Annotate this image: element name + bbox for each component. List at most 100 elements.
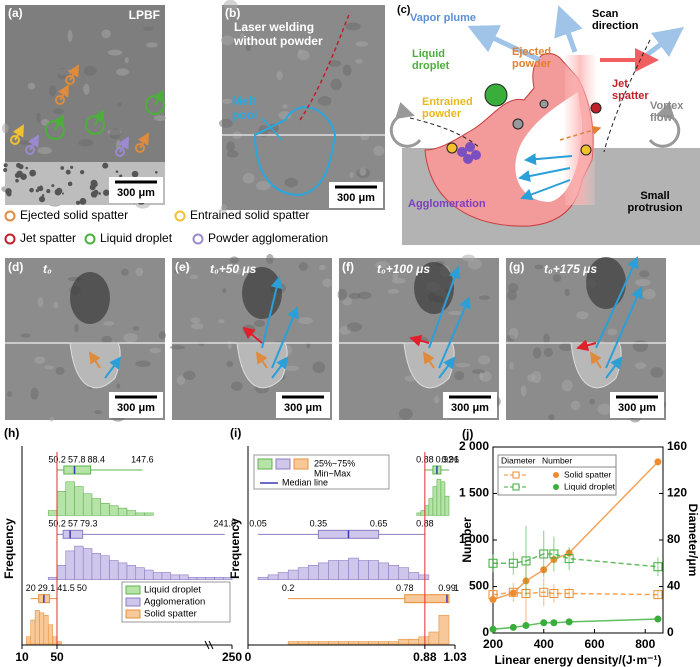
texture xyxy=(597,403,612,415)
texture xyxy=(650,367,664,378)
number-marker xyxy=(654,458,662,466)
texture xyxy=(226,141,236,152)
histogram-bar xyxy=(424,505,430,516)
arrow xyxy=(605,356,623,379)
texture xyxy=(143,26,154,31)
histogram-bar xyxy=(388,564,400,580)
arrow xyxy=(271,306,299,369)
box-label: 20 xyxy=(26,583,36,593)
texture xyxy=(632,340,649,353)
histogram-bar xyxy=(338,641,349,645)
texture xyxy=(223,0,238,11)
x-axis-label: Linear energy density/(J·m⁻¹) xyxy=(494,653,661,667)
texture xyxy=(190,317,201,324)
diameter-marker xyxy=(521,556,531,566)
powder xyxy=(131,170,139,178)
texture xyxy=(181,265,192,270)
texture xyxy=(221,98,233,104)
powder xyxy=(60,166,65,170)
box-label: 57.8 xyxy=(68,454,86,464)
powder xyxy=(3,163,8,168)
texture xyxy=(507,282,519,293)
box-label: 0.65 xyxy=(370,519,388,529)
texture xyxy=(74,323,79,333)
box-label: 0.05 xyxy=(249,519,267,529)
texture xyxy=(559,343,573,352)
texture xyxy=(153,114,167,122)
histogram-bar xyxy=(358,560,369,580)
texture xyxy=(357,291,372,300)
x-tick-label: 250 xyxy=(222,650,242,664)
texture xyxy=(359,167,367,177)
legend-label: Jet spatter xyxy=(20,231,76,245)
texture xyxy=(531,371,542,383)
powder xyxy=(29,187,34,193)
histogram-bar xyxy=(418,636,430,645)
histogram-bar xyxy=(416,512,422,516)
powder xyxy=(54,188,62,196)
texture xyxy=(392,273,399,280)
number-marker xyxy=(509,623,517,631)
histogram-bar xyxy=(161,572,172,580)
box-label: 0.96 xyxy=(441,454,459,464)
histogram-bar xyxy=(170,574,180,580)
histogram-bar xyxy=(428,498,434,516)
texture xyxy=(318,264,326,271)
melt-pool xyxy=(236,342,288,389)
texture xyxy=(355,41,369,47)
texture xyxy=(253,319,266,328)
histogram-bar xyxy=(65,481,75,516)
x-tick-label: 800 xyxy=(635,637,655,651)
powder xyxy=(67,181,73,187)
histogram-bar xyxy=(91,553,102,580)
texture xyxy=(34,356,46,364)
histogram-bar xyxy=(56,564,67,580)
entrained-particle xyxy=(446,142,458,154)
histogram-bar xyxy=(187,576,198,580)
texture xyxy=(398,408,413,420)
box xyxy=(63,465,92,475)
texture xyxy=(234,267,242,275)
diameter-marker xyxy=(508,558,518,568)
number-marker xyxy=(540,619,548,627)
box-label: 241.8 xyxy=(213,519,236,529)
texture xyxy=(18,140,34,145)
texture xyxy=(349,171,354,178)
arrow xyxy=(27,134,39,151)
panel-label: (j) xyxy=(462,427,473,441)
texture xyxy=(330,78,342,91)
histogram-bar xyxy=(368,641,379,645)
histogram-bar xyxy=(428,631,440,645)
legend-marker xyxy=(192,233,204,245)
texture xyxy=(570,400,581,411)
arrow xyxy=(428,266,461,349)
histogram-bar xyxy=(214,576,224,580)
histogram-bar xyxy=(26,636,32,645)
x-tick-label: 600 xyxy=(584,637,604,651)
texture xyxy=(375,261,390,269)
legend-label: 25%~75% xyxy=(314,458,355,468)
histogram-bar xyxy=(287,641,299,645)
particle xyxy=(512,118,524,130)
y2-tick-label: 120 xyxy=(667,486,687,500)
vapor xyxy=(70,272,110,324)
jet-particle xyxy=(590,102,602,114)
histogram-bar xyxy=(418,574,430,580)
texture xyxy=(30,387,39,400)
x-tick-label: 0 xyxy=(245,650,252,664)
texture xyxy=(83,65,97,76)
panel-label: (a) xyxy=(8,6,23,20)
legend-marker xyxy=(512,471,520,479)
texture xyxy=(78,139,94,147)
powder xyxy=(70,165,74,169)
pointer xyxy=(261,117,283,141)
y-axis-label: Frequency xyxy=(228,518,242,579)
arrow xyxy=(261,276,283,349)
histogram-bar xyxy=(307,564,319,580)
panel-label: (d) xyxy=(8,260,23,274)
histogram-bar xyxy=(74,545,84,580)
texture xyxy=(226,361,234,368)
texture xyxy=(312,361,326,374)
histogram-bar xyxy=(348,557,359,580)
